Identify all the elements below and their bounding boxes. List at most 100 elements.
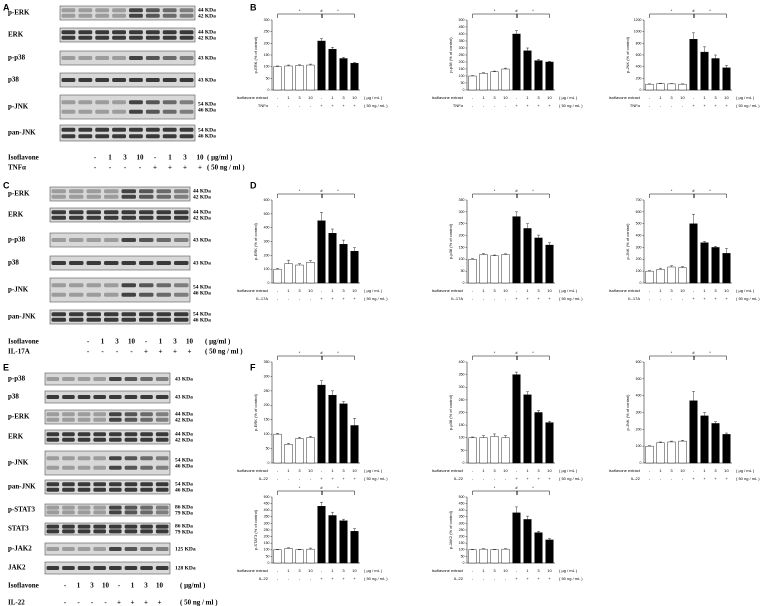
treatment-value: 10 bbox=[137, 154, 145, 162]
y-tick-label: 200 bbox=[264, 403, 270, 407]
band bbox=[51, 312, 66, 317]
panel-label: C bbox=[3, 180, 10, 190]
bar bbox=[317, 384, 326, 464]
treatment-value: - bbox=[505, 296, 507, 301]
band bbox=[51, 189, 66, 194]
band bbox=[86, 189, 101, 194]
category-label: 1 bbox=[703, 95, 706, 100]
band bbox=[78, 56, 93, 60]
bar bbox=[711, 423, 720, 464]
bar bbox=[667, 83, 676, 91]
treatment-value: - bbox=[299, 103, 301, 108]
category-unit: ( μg / mL ) bbox=[364, 568, 383, 573]
treatment-value: + bbox=[158, 599, 162, 606]
y-tick-label: 150 bbox=[264, 418, 270, 422]
band bbox=[51, 194, 66, 199]
blot-label: ERK bbox=[8, 433, 24, 441]
band bbox=[156, 189, 171, 194]
treatment-value: + bbox=[515, 296, 518, 301]
error-bar bbox=[309, 547, 312, 550]
category-label: 1 bbox=[287, 468, 290, 473]
kda-label: 54 KDa bbox=[175, 457, 193, 463]
treatment-value: - bbox=[299, 576, 301, 581]
band bbox=[140, 505, 153, 510]
blot-label: p-STAT3 bbox=[8, 506, 35, 514]
band bbox=[46, 437, 60, 442]
band bbox=[155, 432, 169, 437]
band bbox=[121, 238, 136, 242]
bar bbox=[339, 244, 348, 284]
error-bar bbox=[537, 234, 540, 238]
band bbox=[121, 189, 136, 194]
band bbox=[179, 13, 194, 18]
y-tick-label: 150 bbox=[264, 541, 270, 545]
y-tick-label: 150 bbox=[459, 67, 465, 71]
error-bar bbox=[648, 270, 651, 272]
category-label: 3 bbox=[670, 288, 673, 293]
treatment-value: - bbox=[94, 164, 97, 172]
y-tick-label: 100 bbox=[459, 257, 465, 261]
band bbox=[155, 529, 169, 534]
band bbox=[156, 292, 171, 297]
treatment-name: TNFα bbox=[630, 103, 641, 108]
y-tick-label: 0 bbox=[268, 461, 270, 465]
error-bar bbox=[342, 518, 345, 521]
blot-box bbox=[44, 372, 171, 386]
bar bbox=[328, 515, 337, 564]
band bbox=[179, 134, 194, 139]
error-bar bbox=[276, 65, 279, 67]
category-label: 10 bbox=[352, 95, 357, 100]
category-label: - bbox=[321, 288, 323, 293]
blot-label: JAK2 bbox=[8, 564, 26, 572]
error-bar bbox=[504, 253, 507, 255]
y-tick-label: 1000 bbox=[634, 30, 642, 34]
y-axis-label: p-p38 (% of control) bbox=[448, 394, 453, 430]
band bbox=[86, 317, 101, 322]
category-name: Isoflavone extract bbox=[432, 288, 464, 293]
treatment-value: - bbox=[109, 164, 112, 172]
band bbox=[61, 127, 76, 132]
treatment-value: - bbox=[299, 296, 301, 301]
blot-label: p38 bbox=[8, 393, 19, 401]
bar bbox=[711, 58, 720, 91]
band bbox=[86, 194, 101, 199]
significance-bracket bbox=[649, 13, 727, 18]
category-label: 1 bbox=[287, 95, 290, 100]
error-bar bbox=[353, 247, 356, 252]
band bbox=[129, 13, 143, 18]
band bbox=[140, 566, 153, 570]
treatment-value: - bbox=[682, 296, 684, 301]
treatment-value: - bbox=[277, 296, 279, 301]
band bbox=[77, 505, 91, 510]
bar bbox=[317, 220, 326, 284]
treatment-value: + bbox=[342, 476, 345, 481]
kda-label: 44 KDa bbox=[193, 188, 211, 194]
category-label: 10 bbox=[680, 95, 685, 100]
bar bbox=[295, 438, 304, 464]
category-label: 3 bbox=[298, 468, 301, 473]
blot-box bbox=[44, 409, 171, 425]
band bbox=[86, 238, 101, 242]
bar bbox=[689, 223, 698, 284]
treatment-value: + bbox=[692, 103, 695, 108]
y-tick-label: 0 bbox=[268, 281, 270, 285]
category-label: 3 bbox=[537, 95, 540, 100]
blot-label: p-JNK bbox=[8, 459, 29, 467]
treatment-value: 1 bbox=[108, 154, 112, 162]
error-bar bbox=[548, 538, 551, 540]
error-bar bbox=[692, 32, 695, 40]
significance-mark: * bbox=[532, 350, 534, 355]
category-label: 3 bbox=[493, 288, 496, 293]
band bbox=[62, 547, 75, 551]
y-tick-label: 350 bbox=[459, 373, 465, 377]
band bbox=[174, 189, 189, 194]
error-bar bbox=[526, 223, 529, 229]
band bbox=[124, 417, 138, 422]
band bbox=[124, 529, 138, 534]
treatment-name: IL-22 bbox=[259, 576, 269, 581]
band bbox=[46, 510, 60, 515]
band bbox=[61, 56, 76, 60]
band bbox=[155, 465, 169, 470]
y-tick-label: 200 bbox=[264, 253, 270, 257]
category-label: 3 bbox=[342, 568, 345, 573]
